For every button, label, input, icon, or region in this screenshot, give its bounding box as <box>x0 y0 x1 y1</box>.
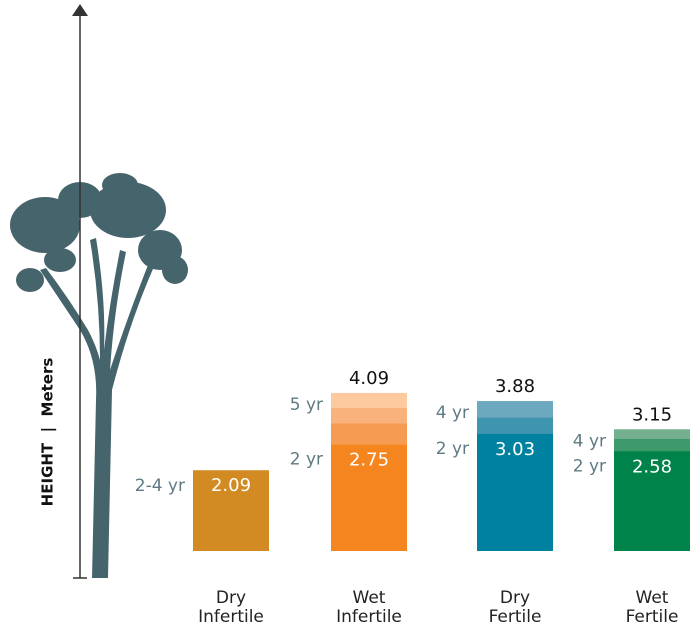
value-label: 3.03 <box>495 439 535 460</box>
category-label: Wet <box>353 588 386 608</box>
category-label: Infertile <box>336 607 402 627</box>
category-label: Fertile <box>489 607 542 627</box>
tree-illustration <box>10 173 188 578</box>
age-label: 2 yr <box>573 456 606 476</box>
age-label: 2 yr <box>436 439 469 459</box>
age-label: 5 yr <box>290 395 323 415</box>
category-label: Dry <box>216 588 246 608</box>
age-label: 2 yr <box>290 450 323 470</box>
axis-arrow <box>72 4 88 16</box>
category-label: Infertile <box>198 607 264 627</box>
value-label: 2.09 <box>211 475 251 496</box>
bar-segment <box>477 433 553 551</box>
value-label: 4.09 <box>349 368 389 389</box>
category-label: Dry <box>500 588 530 608</box>
age-label: 4 yr <box>573 431 606 451</box>
y-axis-label: HEIGHT | Meters <box>39 358 58 507</box>
value-label: 3.88 <box>495 376 535 397</box>
age-label: 4 yr <box>436 403 469 423</box>
category-label: Fertile <box>626 607 679 627</box>
value-label: 3.15 <box>632 404 672 425</box>
bar-segment <box>614 451 690 551</box>
category-label: Wet <box>636 588 669 608</box>
age-label: 2-4 yr <box>135 476 185 496</box>
bar-segment <box>193 470 269 551</box>
value-label: 2.75 <box>349 450 389 471</box>
bar-segment <box>331 444 407 551</box>
value-label: 2.58 <box>632 456 672 477</box>
